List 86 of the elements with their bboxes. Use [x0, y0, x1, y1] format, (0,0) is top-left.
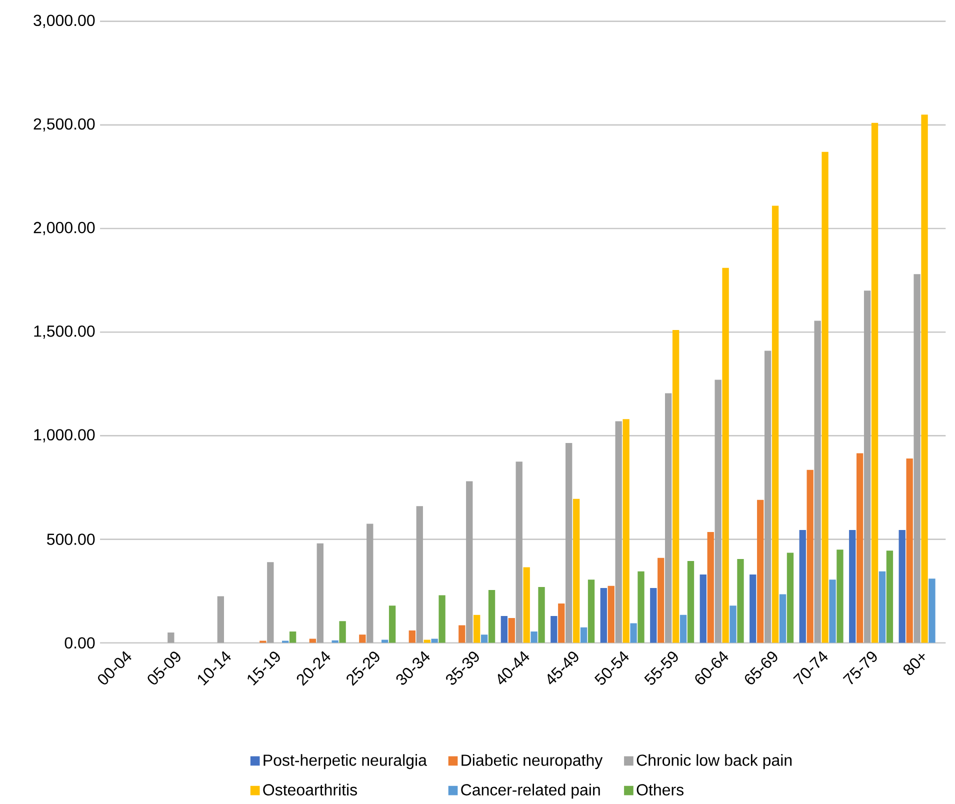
bar: [786, 552, 794, 643]
y-tick-label: 2,000.00: [34, 222, 95, 236]
y-tick-label: 2,500.00: [34, 118, 95, 132]
bar: [779, 594, 786, 643]
bar: [580, 627, 588, 643]
bar: [550, 616, 558, 643]
bar: [530, 631, 538, 643]
x-tick-label: 80+: [903, 654, 925, 675]
bar: [829, 580, 836, 643]
bar: [864, 290, 871, 643]
legend-label: Post-herpetic neuralgia: [264, 754, 427, 769]
legend-label: Osteoarthritis: [263, 784, 357, 796]
bar: [289, 631, 296, 643]
legend-label: Others: [636, 784, 684, 796]
bar: [871, 122, 878, 643]
bar: [488, 590, 496, 643]
bar: [588, 580, 595, 643]
bar: [921, 114, 928, 643]
bar: [466, 481, 473, 643]
bar: [516, 461, 522, 643]
bar: [638, 571, 644, 643]
bar: [906, 458, 913, 643]
bar: [217, 596, 224, 643]
bar: [849, 530, 856, 643]
bar: [928, 578, 936, 643]
bar: [600, 588, 607, 643]
bar: [672, 330, 680, 643]
bar: [388, 605, 396, 643]
bar: [359, 634, 366, 643]
bar: [730, 605, 736, 643]
bar: [458, 625, 466, 643]
bar: [408, 630, 416, 643]
bar: [772, 206, 779, 643]
bar: [650, 588, 657, 643]
bar: [366, 524, 374, 643]
bar: [608, 586, 614, 643]
bar: [914, 274, 920, 643]
bar: [500, 616, 508, 643]
bar: [750, 574, 756, 643]
bar: [615, 421, 622, 643]
bar: [806, 470, 814, 643]
bar: [316, 543, 324, 643]
bar: [658, 558, 664, 643]
legend-label: Cancer-related pain: [461, 784, 600, 799]
bar: [722, 268, 729, 643]
bar: [707, 532, 714, 643]
bar: [878, 571, 886, 643]
bar: [558, 603, 565, 643]
bar: [757, 500, 764, 643]
bar: [898, 530, 906, 643]
bar: [836, 550, 844, 643]
legend-label: Diabetic neuropathy: [462, 754, 603, 769]
bar: [687, 560, 694, 643]
y-tick-label: 1,500.00: [34, 325, 95, 339]
bar: [538, 586, 545, 643]
bar: [523, 567, 530, 643]
bar: [339, 621, 346, 643]
bar: [822, 152, 828, 643]
bar: [764, 350, 772, 643]
bar: [856, 453, 864, 643]
bar: [474, 614, 480, 643]
bar: [886, 550, 894, 643]
bar: [714, 380, 722, 643]
bar: [572, 498, 580, 643]
bar: [431, 638, 438, 643]
bar: [267, 562, 274, 643]
bar: [168, 632, 174, 643]
y-tick-label: 500.00: [47, 534, 95, 545]
bar: [416, 506, 423, 643]
bar: [622, 419, 630, 643]
bar: [438, 595, 446, 643]
bar: [566, 442, 572, 643]
bar: [630, 623, 637, 643]
bar: [814, 320, 821, 643]
bar: [508, 618, 515, 643]
bar: [737, 558, 744, 643]
legend-label: Chronic low back pain: [636, 754, 792, 769]
y-tick-label: 3,000.00: [34, 14, 95, 28]
bar: [680, 614, 687, 643]
bar: [480, 634, 488, 643]
y-tick-label: 0.00: [64, 637, 95, 648]
bar: [799, 530, 806, 643]
bar: [700, 574, 706, 643]
y-tick-label: 1,000.00: [34, 428, 95, 442]
bar: [309, 638, 316, 643]
bar: [665, 393, 672, 643]
